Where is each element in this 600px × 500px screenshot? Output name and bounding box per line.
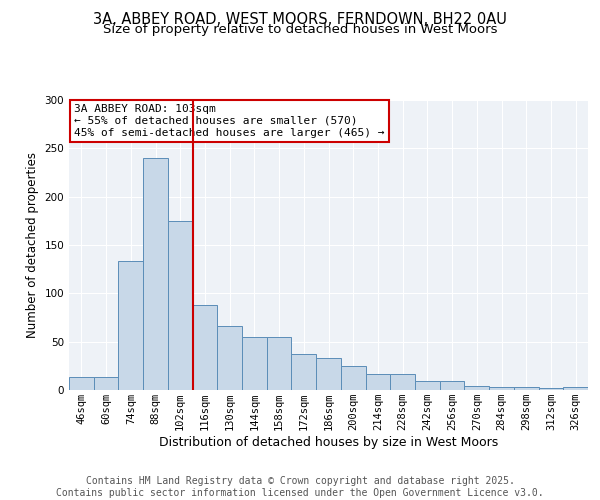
Text: 3A, ABBEY ROAD, WEST MOORS, FERNDOWN, BH22 0AU: 3A, ABBEY ROAD, WEST MOORS, FERNDOWN, BH… (93, 12, 507, 28)
Bar (440, 382, 464, 390)
Text: Contains HM Land Registry data © Crown copyright and database right 2025.
Contai: Contains HM Land Registry data © Crown c… (56, 476, 544, 498)
Bar (341, 366, 365, 390)
Bar (292, 354, 316, 390)
Bar (168, 221, 193, 390)
Bar (193, 305, 217, 390)
Bar (94, 378, 118, 390)
Bar (390, 374, 415, 390)
Bar (415, 382, 440, 390)
Text: 3A ABBEY ROAD: 103sqm
← 55% of detached houses are smaller (570)
45% of semi-det: 3A ABBEY ROAD: 103sqm ← 55% of detached … (74, 104, 385, 138)
Bar (316, 358, 341, 390)
Bar (365, 374, 390, 390)
Bar (267, 337, 292, 390)
Bar (464, 386, 489, 390)
Bar (217, 326, 242, 390)
X-axis label: Distribution of detached houses by size in West Moors: Distribution of detached houses by size … (159, 436, 498, 449)
Bar (69, 378, 94, 390)
Bar (242, 337, 267, 390)
Bar (514, 387, 539, 390)
Text: Size of property relative to detached houses in West Moors: Size of property relative to detached ho… (103, 24, 497, 36)
Bar (539, 388, 563, 390)
Bar (118, 262, 143, 390)
Bar (143, 158, 168, 390)
Y-axis label: Number of detached properties: Number of detached properties (26, 152, 39, 338)
Bar (489, 387, 514, 390)
Bar (563, 387, 588, 390)
